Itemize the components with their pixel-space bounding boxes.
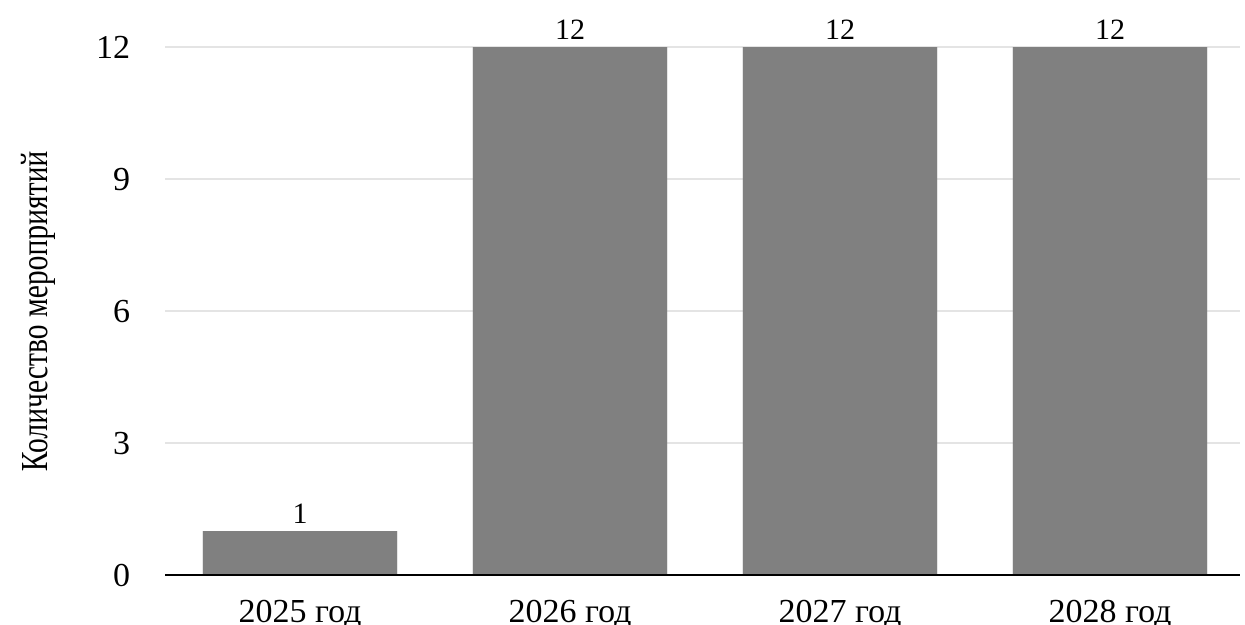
- bars: [202, 47, 1208, 575]
- x-category-label: 2028 год: [1049, 593, 1172, 625]
- data-label: 12: [825, 13, 855, 46]
- bar-2027-год: [742, 47, 938, 575]
- x-category-label: 2027 год: [779, 593, 902, 625]
- bar-2028-год: [1012, 47, 1208, 575]
- y-tick-label: 3: [113, 425, 130, 462]
- data-label: 1: [293, 497, 308, 530]
- data-label: 12: [1095, 13, 1125, 46]
- y-tick-label: 0: [113, 557, 130, 594]
- y-tick-label: 12: [96, 29, 130, 66]
- bar-2025-год: [202, 531, 398, 575]
- data-labels: 1 12 12 12: [293, 13, 1126, 530]
- x-axis-categories: 2025 год 2026 год 2027 год 2028 год: [239, 593, 1172, 625]
- x-category-label: 2026 год: [509, 593, 632, 625]
- y-tick-label: 9: [113, 161, 130, 198]
- y-axis-title: Количество мероприятий: [15, 151, 56, 472]
- y-tick-label: 6: [113, 293, 130, 330]
- bar-2026-год: [472, 47, 668, 575]
- y-axis-ticks: 0 3 6 9 12: [96, 29, 130, 594]
- data-label: 12: [555, 13, 585, 46]
- x-category-label: 2025 год: [239, 593, 362, 625]
